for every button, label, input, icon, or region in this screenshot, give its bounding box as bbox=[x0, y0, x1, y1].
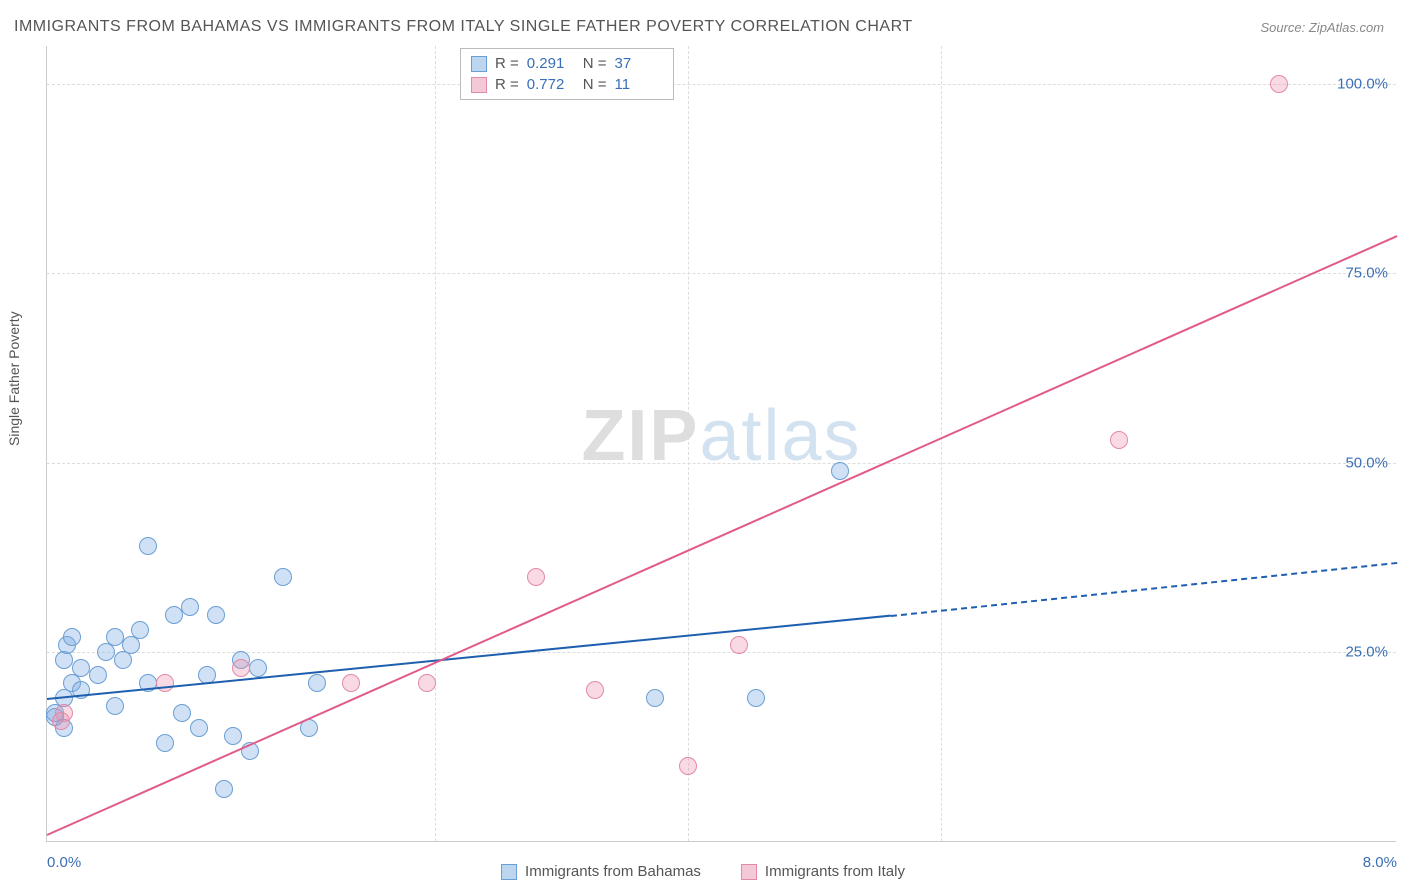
gridline-horizontal bbox=[47, 463, 1396, 464]
scatter-point bbox=[165, 606, 183, 624]
N-label: N = bbox=[583, 55, 607, 72]
source-label: Source: ZipAtlas.com bbox=[1260, 20, 1384, 35]
scatter-point bbox=[1110, 431, 1128, 449]
scatter-point bbox=[274, 568, 292, 586]
scatter-point bbox=[418, 674, 436, 692]
scatter-point bbox=[747, 689, 765, 707]
y-tick-label: 25.0% bbox=[1345, 644, 1388, 661]
legend-item-bahamas: Immigrants from Bahamas bbox=[501, 863, 701, 880]
scatter-point bbox=[249, 659, 267, 677]
x-tick-label: 0.0% bbox=[47, 854, 81, 871]
scatter-point bbox=[173, 704, 191, 722]
legend-label-bahamas: Immigrants from Bahamas bbox=[525, 863, 701, 880]
legend-swatch-bahamas bbox=[501, 864, 517, 880]
scatter-point bbox=[586, 681, 604, 699]
stats-row-italy: R = 0.772 N = 11 bbox=[471, 74, 663, 95]
gridline-horizontal bbox=[47, 273, 1396, 274]
legend-label-italy: Immigrants from Italy bbox=[765, 863, 905, 880]
R-label: R = bbox=[495, 55, 519, 72]
legend-swatch-italy bbox=[741, 864, 757, 880]
scatter-point bbox=[55, 704, 73, 722]
scatter-plot-area: ZIPatlas 25.0%50.0%75.0%100.0%0.0%8.0% bbox=[46, 46, 1396, 842]
scatter-point bbox=[181, 598, 199, 616]
swatch-italy bbox=[471, 77, 487, 93]
x-tick-label: 8.0% bbox=[1363, 854, 1397, 871]
R-value-bahamas: 0.291 bbox=[527, 55, 575, 72]
scatter-point bbox=[106, 628, 124, 646]
trend-line bbox=[47, 236, 1398, 837]
gridline-vertical bbox=[941, 46, 942, 841]
gridline-horizontal bbox=[47, 652, 1396, 653]
scatter-point bbox=[308, 674, 326, 692]
scatter-point bbox=[190, 719, 208, 737]
y-tick-label: 75.0% bbox=[1345, 265, 1388, 282]
scatter-point bbox=[224, 727, 242, 745]
chart-title: IMMIGRANTS FROM BAHAMAS VS IMMIGRANTS FR… bbox=[14, 18, 913, 36]
y-axis-label: Single Father Poverty bbox=[6, 311, 22, 446]
scatter-point bbox=[679, 757, 697, 775]
watermark: ZIPatlas bbox=[581, 394, 861, 476]
N-value-italy: 11 bbox=[615, 76, 663, 93]
scatter-point bbox=[156, 734, 174, 752]
swatch-bahamas bbox=[471, 56, 487, 72]
scatter-point bbox=[156, 674, 174, 692]
scatter-point bbox=[1270, 75, 1288, 93]
scatter-point bbox=[72, 659, 90, 677]
bottom-legend: Immigrants from Bahamas Immigrants from … bbox=[501, 863, 905, 880]
R-value-italy: 0.772 bbox=[527, 76, 575, 93]
y-tick-label: 100.0% bbox=[1337, 75, 1388, 92]
scatter-point bbox=[342, 674, 360, 692]
scatter-point bbox=[207, 606, 225, 624]
scatter-point bbox=[831, 462, 849, 480]
R-label: R = bbox=[495, 76, 519, 93]
scatter-point bbox=[646, 689, 664, 707]
stats-row-bahamas: R = 0.291 N = 37 bbox=[471, 53, 663, 74]
scatter-point bbox=[55, 651, 73, 669]
trend-line bbox=[47, 615, 891, 700]
y-tick-label: 50.0% bbox=[1345, 454, 1388, 471]
legend-item-italy: Immigrants from Italy bbox=[741, 863, 905, 880]
trend-line bbox=[891, 562, 1397, 617]
scatter-point bbox=[131, 621, 149, 639]
N-label: N = bbox=[583, 76, 607, 93]
scatter-point bbox=[232, 659, 250, 677]
gridline-vertical bbox=[435, 46, 436, 841]
scatter-point bbox=[215, 780, 233, 798]
gridline-vertical bbox=[688, 46, 689, 841]
scatter-point bbox=[139, 537, 157, 555]
scatter-point bbox=[106, 697, 124, 715]
scatter-point bbox=[89, 666, 107, 684]
correlation-stats-box: R = 0.291 N = 37 R = 0.772 N = 11 bbox=[460, 48, 674, 100]
scatter-point bbox=[730, 636, 748, 654]
scatter-point bbox=[527, 568, 545, 586]
N-value-bahamas: 37 bbox=[615, 55, 663, 72]
gridline-horizontal bbox=[47, 84, 1396, 85]
scatter-point bbox=[63, 628, 81, 646]
